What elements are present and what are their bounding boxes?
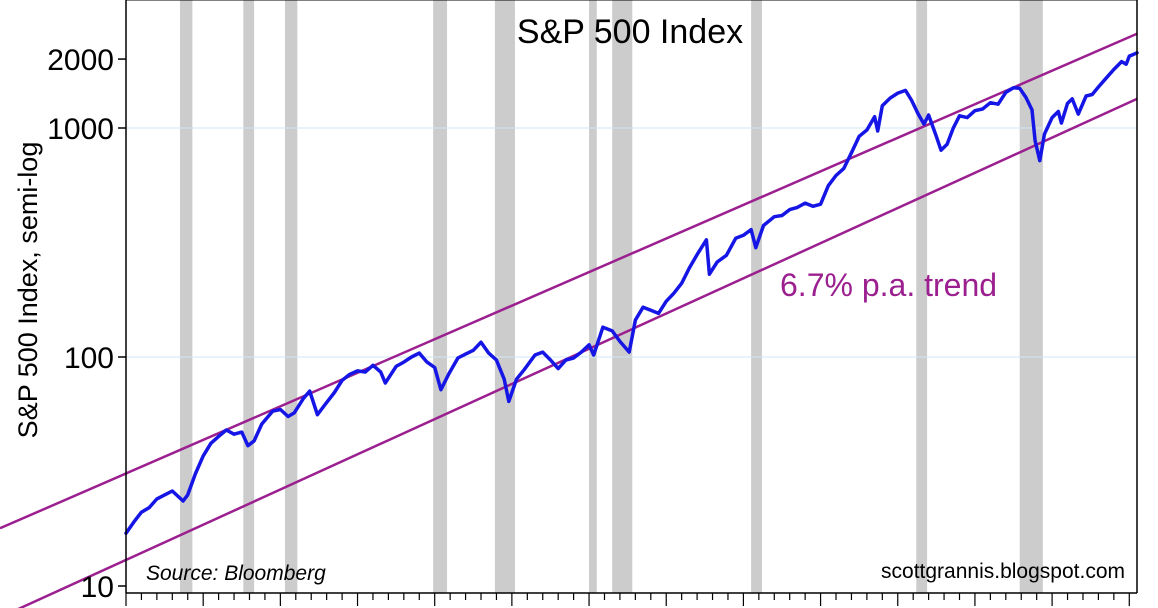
y-axis-label: S&P 500 Index, semi-log <box>13 142 43 439</box>
trend-line <box>0 32 1138 530</box>
recession-band <box>433 0 448 593</box>
recession-band <box>916 0 928 593</box>
recession-band <box>284 0 298 593</box>
sp500-series-line <box>124 51 1139 535</box>
source-label: Source: Bloomberg <box>146 562 326 585</box>
recession-band <box>612 0 633 593</box>
chart-title: S&P 500 Index <box>517 13 743 51</box>
recession-band <box>494 0 515 593</box>
recession-band <box>1019 0 1043 593</box>
y-tick-label: 2000 <box>47 44 114 77</box>
recession-band <box>180 0 193 593</box>
y-tick-label: 1000 <box>47 113 114 146</box>
credit-label: scottgrannis.blogspot.com <box>881 560 1125 583</box>
recession-band <box>751 0 762 593</box>
recession-band <box>589 0 597 593</box>
y-tick-label: 100 <box>64 342 114 375</box>
y-tick-label: 10 <box>81 571 114 604</box>
trend-annotation: 6.7% p.a. trend <box>780 267 997 303</box>
recession-band <box>243 0 255 593</box>
